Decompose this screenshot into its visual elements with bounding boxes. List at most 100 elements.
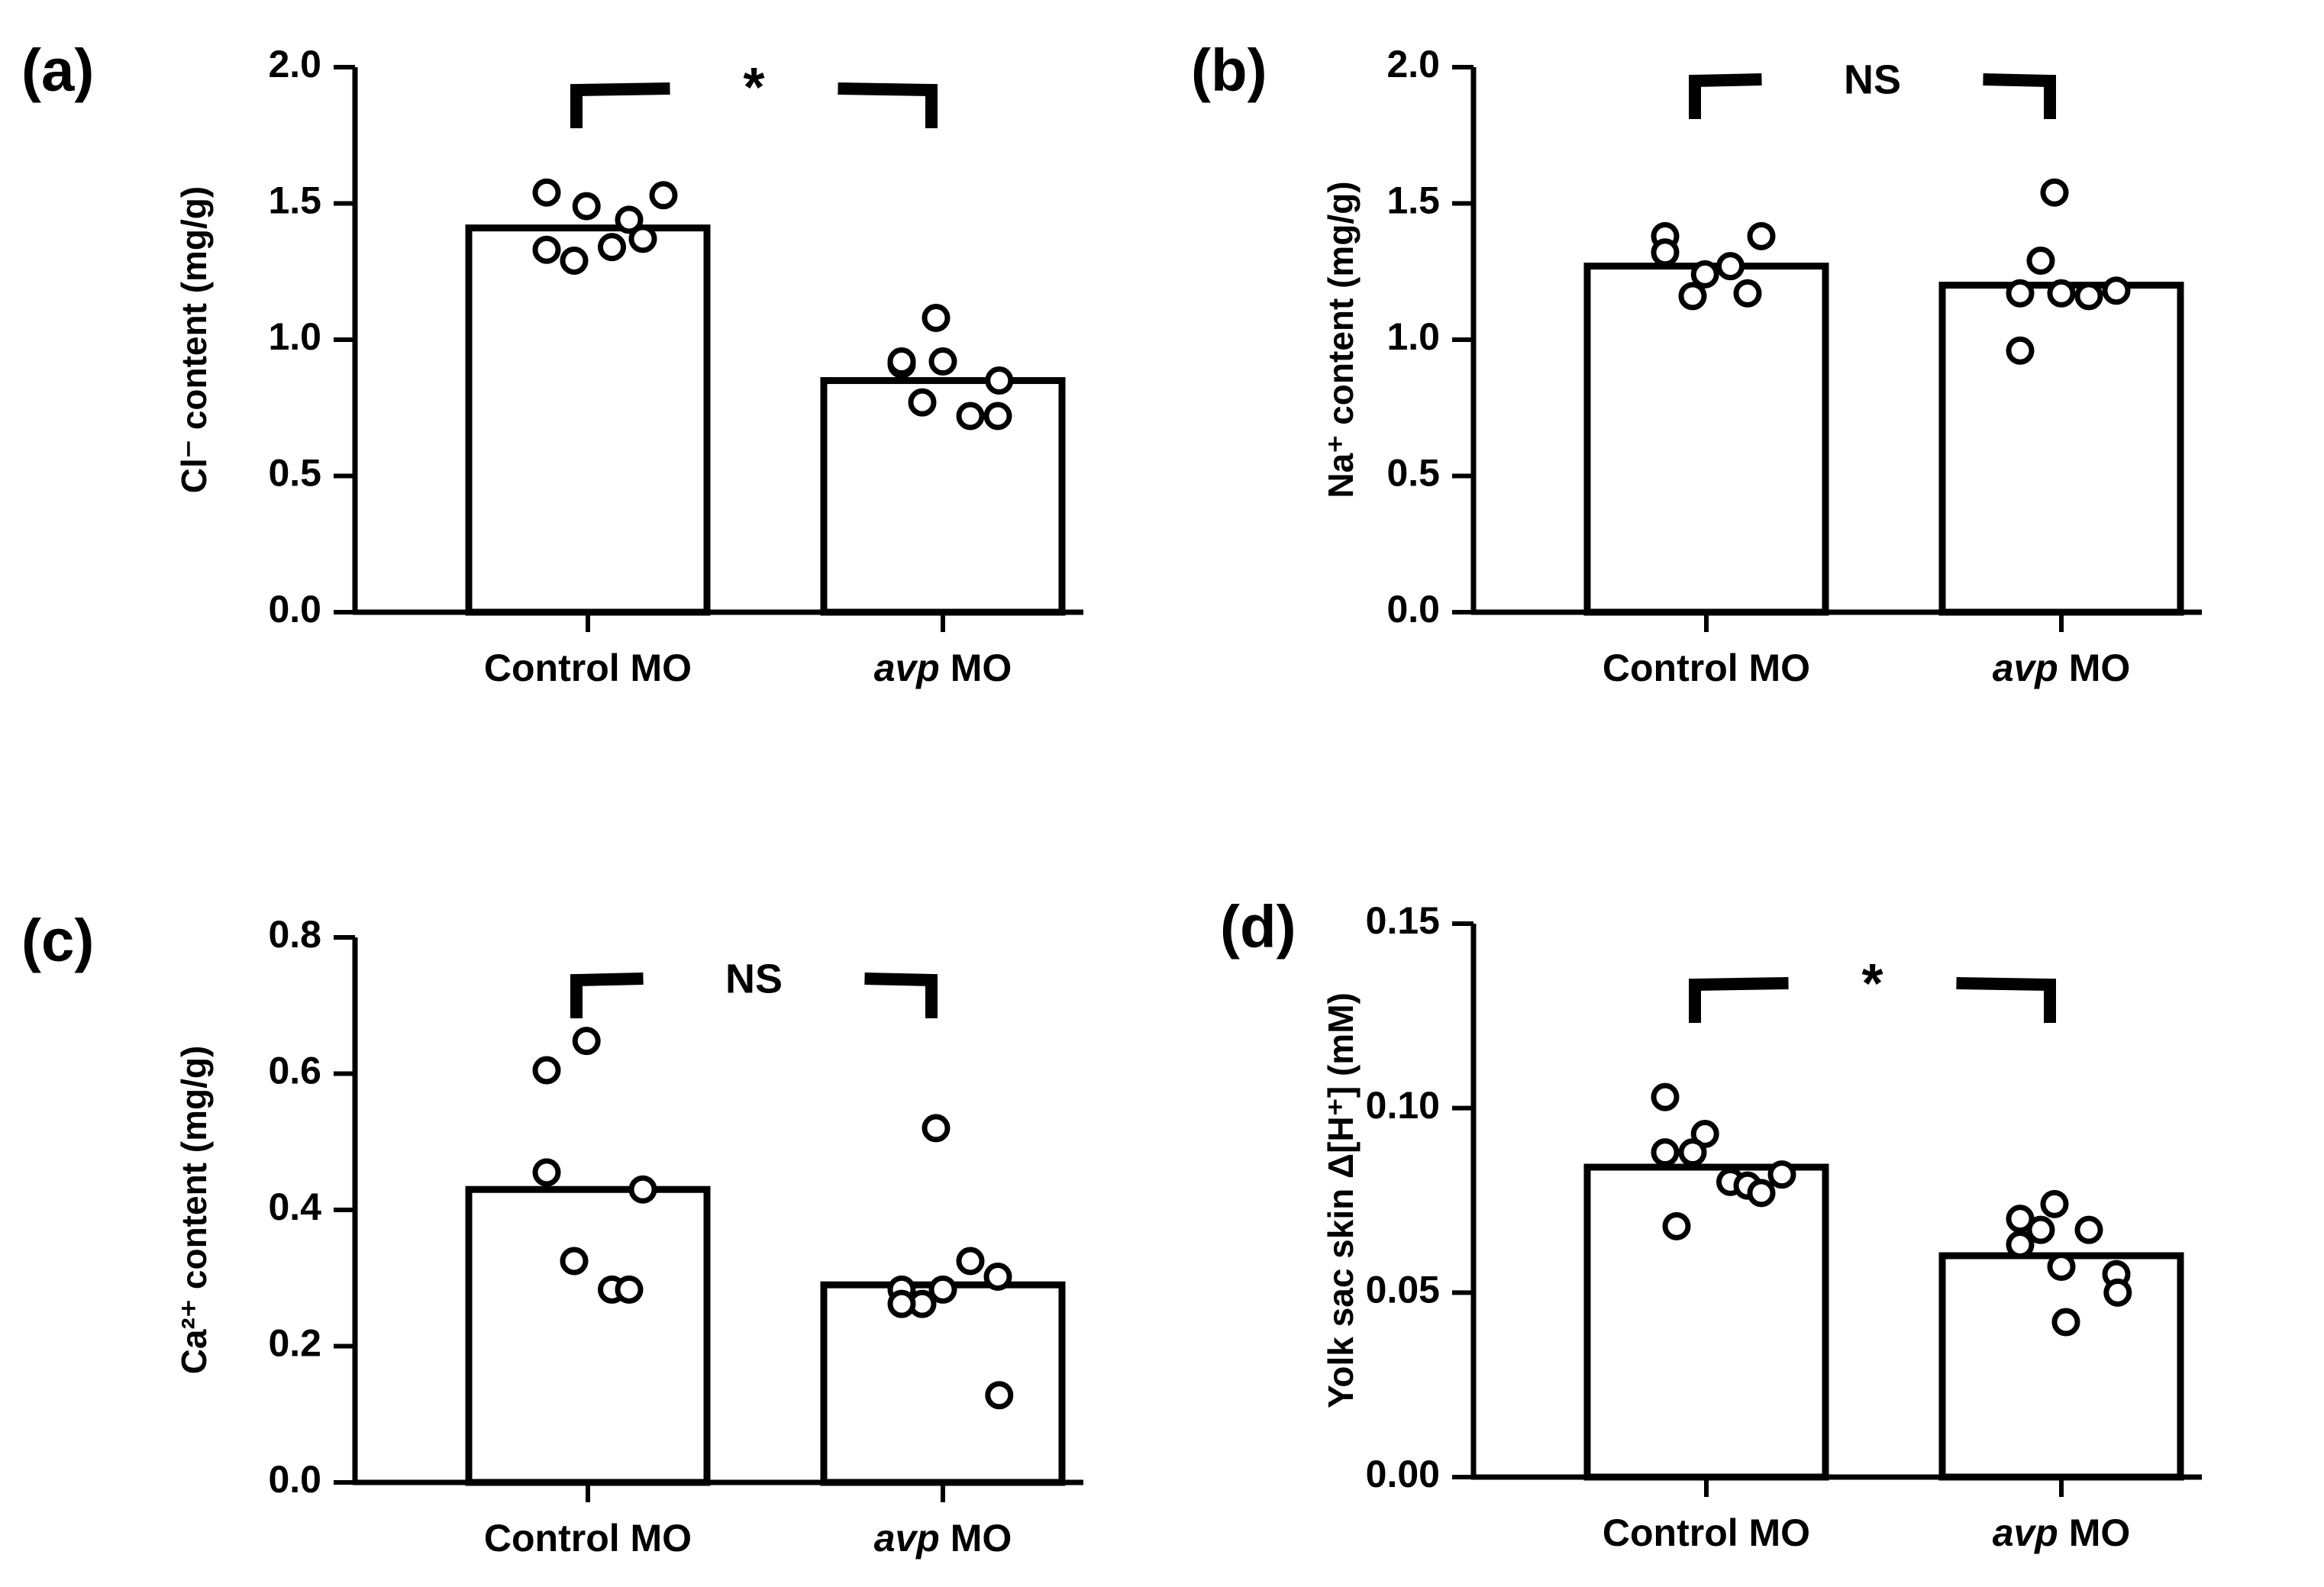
y-tick-label: 0.0 [1386,588,1440,631]
panel-label: (c) [21,907,94,974]
significance-bracket-right [1983,73,2056,119]
data-point [2006,1205,2035,1234]
data-point [2047,279,2076,308]
data-point [1690,1120,1719,1148]
data-point [1747,1179,1776,1208]
bar-avp-mo [820,1281,1066,1486]
data-point [922,1114,951,1143]
data-point [2047,1253,2076,1281]
data-point [1716,252,1745,281]
data-point [1678,282,1707,311]
data-point [2006,279,2035,308]
data-point [922,303,951,332]
significance-label: * [1861,953,1883,1014]
data-point [2051,1308,2080,1337]
significance-bracket-left [1689,73,1762,119]
data-point [532,1158,561,1187]
significance-label: * [743,57,764,118]
data-point [560,1247,589,1276]
chart-panel-1: (a) 0.0 0.5 1.0 1.5 2.0 Cl⁻ content (mg/g) Cont… [21,37,1083,689]
data-point [628,224,657,253]
bar-avp-mo [1938,1252,2184,1481]
significance-bracket-left [570,82,670,128]
y-tick-label: 0.2 [268,1322,321,1365]
data-point [2040,1189,2069,1218]
panel-label: (b) [1191,37,1267,104]
data-point [1733,279,1762,308]
significance-bracket-right [1956,977,2056,1023]
x-tick-label: avp MO [1993,1511,2131,1554]
data-point [1678,1138,1707,1167]
chart-panel-3: (c) 0.0 0.2 0.4 0.6 0.8 Ca²⁺ content (mg/g) Con… [21,907,1083,1560]
x-tick-label: avp MO [874,1517,1012,1560]
data-point [1690,260,1719,289]
data-point [1767,1160,1796,1189]
chart-panel-4: (d) 0.00 0.05 0.10 0.15 Yolk sac skin Δ[H⁺] (… [1220,893,2202,1554]
bar-avp-mo [820,377,1066,616]
data-point [2102,276,2131,305]
data-point [532,178,561,207]
y-tick-label: 0.0 [268,1458,321,1501]
data-point [928,347,957,376]
significance-bracket-left [1689,977,1789,1023]
data-point [2040,178,2069,207]
y-axis-label: Cl⁻ content (mg/g) [174,186,214,493]
y-tick-label: 0.5 [268,452,321,495]
significance-label: NS [1844,56,1901,102]
x-tick-label: avp MO [874,647,1012,689]
data-point [532,235,561,264]
x-tick-label: Control MO [1603,1511,1810,1554]
significance-bracket-right [838,82,938,128]
significance-label: NS [725,956,783,1002]
y-tick-label: 1.0 [268,315,321,358]
data-point [983,1262,1012,1291]
bar-avp-mo [1938,282,2184,616]
bar-control-mo [1583,263,1829,616]
significance-bracket-right [864,973,938,1018]
data-point [1747,221,1776,250]
data-point [1662,1211,1691,1240]
data-point [598,233,626,262]
data-point [532,1056,561,1085]
data-point [615,1275,644,1304]
data-point [572,192,601,221]
data-point [985,366,1014,395]
x-tick-label: Control MO [1603,647,1810,689]
data-point [2026,1215,2055,1244]
data-point [908,388,937,417]
data-point [2074,1215,2103,1244]
data-point [628,1175,657,1204]
y-tick-label: 0.5 [1386,452,1440,495]
panel-label: (d) [1220,893,1296,960]
chart-panel-2: (b) 0.0 0.5 1.0 1.5 2.0 Na⁺ content (mg/g) Cont… [1191,37,2202,689]
data-point [956,402,985,431]
data-point [956,1247,985,1276]
data-point [2074,282,2103,311]
y-tick-label: 0.10 [1366,1084,1440,1127]
data-point [983,402,1012,431]
y-axis-label: Ca²⁺ content (mg/g) [174,1046,214,1375]
bar-control-mo [1583,1163,1829,1481]
data-point [649,181,678,210]
data-point [887,1289,916,1318]
y-tick-label: 1.0 [1386,315,1440,358]
data-point [2006,336,2035,365]
y-tick-label: 1.5 [1386,179,1440,222]
bar-control-mo [465,1185,711,1486]
data-point [1651,1082,1680,1111]
data-point [1651,238,1680,267]
bar-control-mo [465,224,711,616]
y-tick-label: 2.0 [1386,43,1440,85]
data-point [615,205,644,234]
y-axis-label: Yolk sac skin Δ[H⁺] (mM) [1321,992,1361,1408]
y-tick-label: 2.0 [268,43,321,85]
y-tick-label: 0.8 [268,913,321,956]
data-point [572,1027,601,1056]
x-tick-label: Control MO [484,1517,692,1560]
x-tick-label: Control MO [484,647,692,689]
data-point [2006,1231,2035,1259]
data-point [985,1381,1014,1410]
data-point [928,1275,957,1304]
y-tick-label: 0.6 [268,1050,321,1092]
